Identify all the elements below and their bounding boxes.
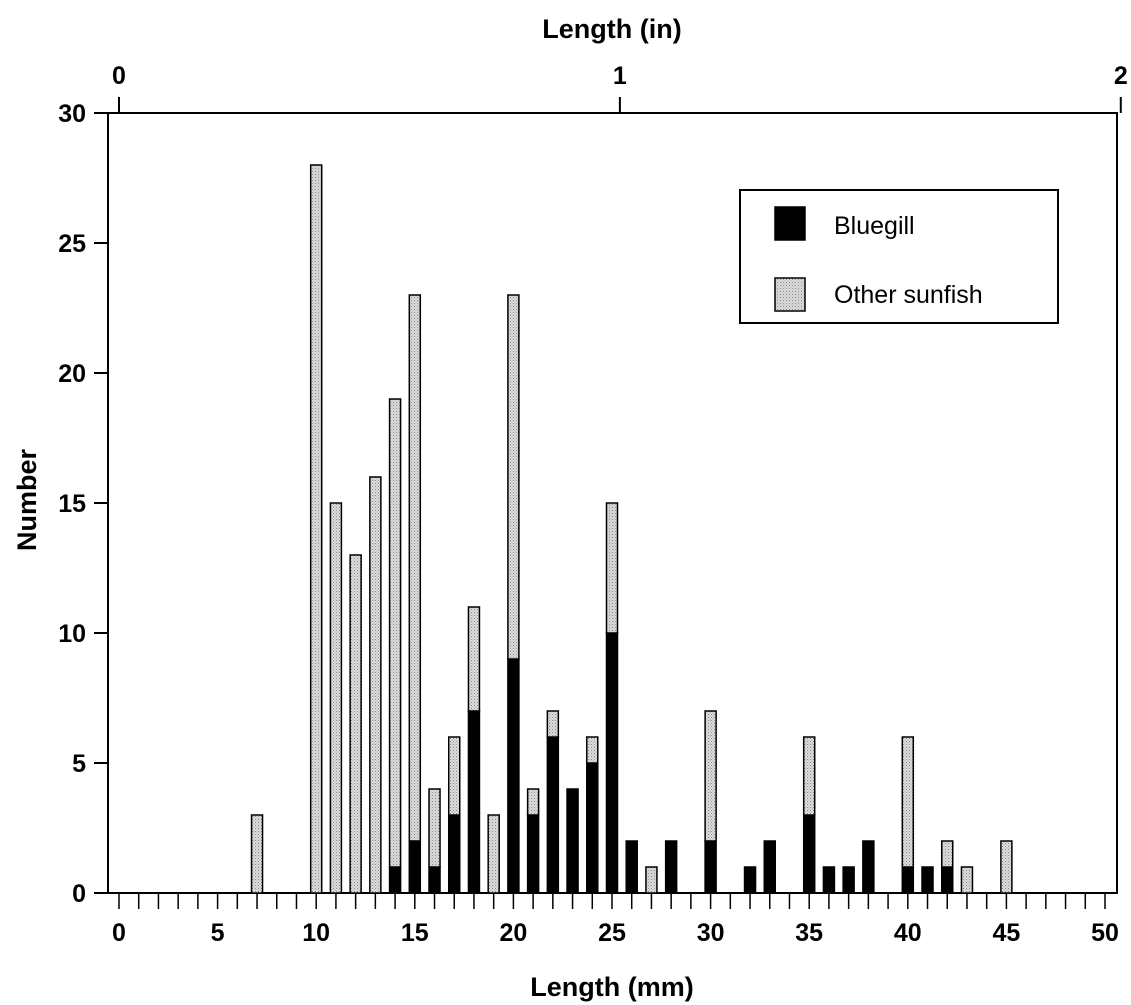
bar-bluegill-17 (447, 814, 461, 894)
bar-bluegill-32 (743, 866, 757, 894)
bar-other-sunfish-7 (250, 814, 264, 894)
y-tick-label-10: 10 (58, 620, 86, 648)
bar-other-sunfish-13 (369, 476, 382, 894)
top-x-axis-title: Length (in) (542, 14, 681, 44)
bar-bluegill-37 (842, 866, 855, 894)
bar-bluegill-16 (428, 866, 441, 894)
legend-label-bluegill: Bluegill (834, 212, 915, 240)
x-tick-label-45: 45 (992, 919, 1020, 947)
bar-other-sunfish-16 (428, 788, 441, 868)
x-tick-label-25: 25 (598, 919, 626, 947)
bar-bluegill-25 (605, 632, 619, 894)
bar-bluegill-33 (763, 840, 777, 894)
x2-tick-label-1: 1 (613, 62, 627, 90)
bar-bluegill-15 (408, 840, 422, 894)
bar-bluegill-38 (862, 840, 875, 894)
bar-bluegill-14 (388, 866, 402, 894)
x-tick-label-10: 10 (302, 919, 330, 947)
bar-bluegill-18 (467, 710, 481, 894)
bar-bluegill-20 (507, 658, 520, 894)
legend-swatch-other-sunfish (774, 277, 806, 312)
y-axis-title: Number (12, 449, 42, 552)
legend: Bluegill Other sunfish (739, 189, 1059, 324)
x2-tick-label-2: 2 (1114, 62, 1128, 90)
y-tick-label-25: 25 (58, 230, 86, 258)
y-tick-label-5: 5 (72, 750, 86, 778)
legend-label-other-sunfish: Other sunfish (834, 281, 983, 309)
x-tick-label-30: 30 (697, 919, 725, 947)
bar-other-sunfish-25 (605, 502, 619, 634)
bar-bluegill-42 (940, 866, 954, 894)
x2-tick-label-0: 0 (112, 62, 126, 90)
bar-other-sunfish-27 (645, 866, 658, 894)
bar-other-sunfish-21 (526, 788, 540, 816)
bar-other-sunfish-15 (408, 294, 422, 842)
bar-bluegill-30 (704, 840, 717, 894)
x-axis-top: 0 1 2 (112, 62, 1128, 113)
x-tick-label-50: 50 (1091, 919, 1119, 947)
bar-bluegill-21 (526, 814, 540, 894)
bar-other-sunfish-40 (901, 736, 915, 868)
bar-other-sunfish-17 (447, 736, 461, 816)
bar-bluegill-41 (921, 866, 934, 894)
bar-bluegill-22 (546, 736, 560, 894)
bar-other-sunfish-19 (487, 814, 500, 894)
x-tick-label-0: 0 (112, 919, 126, 947)
x-tick-label-40: 40 (894, 919, 922, 947)
x-tick-label-35: 35 (795, 919, 823, 947)
bar-other-sunfish-42 (940, 840, 954, 868)
y-tick-label-20: 20 (58, 360, 86, 388)
bar-other-sunfish-12 (349, 554, 362, 894)
bar-other-sunfish-10 (309, 164, 323, 894)
bar-other-sunfish-35 (802, 736, 816, 816)
x-tick-label-20: 20 (499, 919, 527, 947)
bar-bluegill-28 (664, 840, 678, 894)
y-axis: 0 5 10 15 20 25 30 (58, 100, 108, 908)
bar-bluegill-24 (586, 762, 599, 894)
bar-other-sunfish-11 (329, 502, 343, 894)
x-axis-title: Length (mm) (530, 972, 693, 1002)
bar-other-sunfish-43 (960, 866, 974, 894)
bar-bluegill-36 (822, 866, 836, 894)
x-axis-bottom: 0 5 10 15 20 25 30 35 40 45 50 (112, 893, 1119, 947)
x-tick-label-5: 5 (211, 919, 225, 947)
bar-other-sunfish-18 (467, 606, 481, 712)
bar-other-sunfish-22 (546, 710, 560, 738)
y-tick-label-0: 0 (72, 880, 86, 908)
bar-bluegill-26 (625, 840, 638, 894)
y-tick-label-30: 30 (58, 100, 86, 128)
bar-other-sunfish-30 (704, 710, 717, 842)
bars-group (250, 164, 1013, 894)
bar-bluegill-35 (802, 814, 816, 894)
y-tick-label-15: 15 (58, 490, 86, 518)
bar-other-sunfish-14 (388, 398, 402, 868)
bar-bluegill-23 (566, 788, 579, 894)
x-tick-label-15: 15 (401, 919, 429, 947)
bar-other-sunfish-20 (507, 294, 520, 660)
bar-other-sunfish-45 (1000, 840, 1013, 894)
legend-swatch-bluegill (774, 206, 806, 241)
bar-other-sunfish-24 (586, 736, 599, 764)
bar-bluegill-40 (901, 866, 915, 894)
